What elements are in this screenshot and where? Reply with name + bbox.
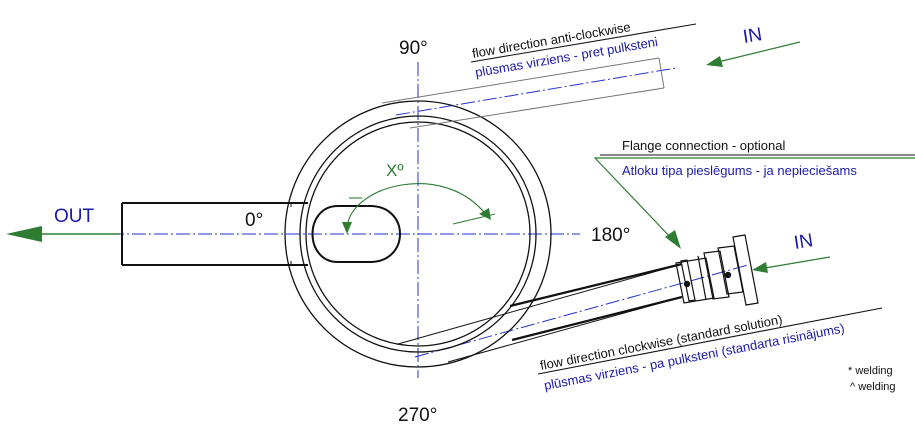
sweep-angle-label: Xº (386, 161, 404, 180)
inlet-pipe-bottom (397, 234, 759, 363)
vessel-middle-ring (299, 115, 537, 353)
angle-0-label: 0° (245, 210, 263, 231)
in-top-arrow-shaft (717, 41, 801, 63)
in-top-label: IN (741, 24, 763, 48)
sweep-arrows (342, 183, 496, 234)
in-top-arrow-head (706, 56, 723, 67)
vessel (284, 100, 552, 368)
inlet-bottom-centerline (414, 264, 749, 358)
flange-lv: Atloku tipa pieslēgums - ja nepieciešams (622, 163, 857, 178)
sweep-arc (346, 183, 488, 229)
angle-180-label: 180° (591, 225, 630, 246)
flange-leader-head (665, 230, 681, 249)
out-label: OUT (54, 206, 95, 227)
inlet-top-centerline (395, 67, 677, 116)
label-rules (470, 23, 915, 375)
flange-leader (593, 157, 915, 241)
note-welding-2: ^ welding (850, 381, 896, 393)
flange-assembly (675, 234, 759, 306)
in-bottom-arrow-shaft (764, 256, 831, 269)
vessel-outer-ring (284, 100, 552, 368)
outlet-nozzle (311, 205, 401, 263)
pointer-arrows (6, 41, 915, 273)
angle-90-label: 90° (399, 38, 428, 59)
centerlines (88, 62, 749, 378)
inlet-pipe-top (381, 57, 665, 129)
flange-en: Flange connection - optional (622, 138, 785, 153)
outlet-pipe (121, 202, 401, 266)
angle-270-label: 270° (398, 405, 437, 426)
out-arrow-head (6, 226, 42, 242)
in-bottom-label: IN (792, 230, 814, 254)
vessel-inner-ring (305, 121, 531, 347)
note-welding-1: * welding (848, 365, 893, 377)
in-bottom-arrow-head (752, 262, 768, 273)
